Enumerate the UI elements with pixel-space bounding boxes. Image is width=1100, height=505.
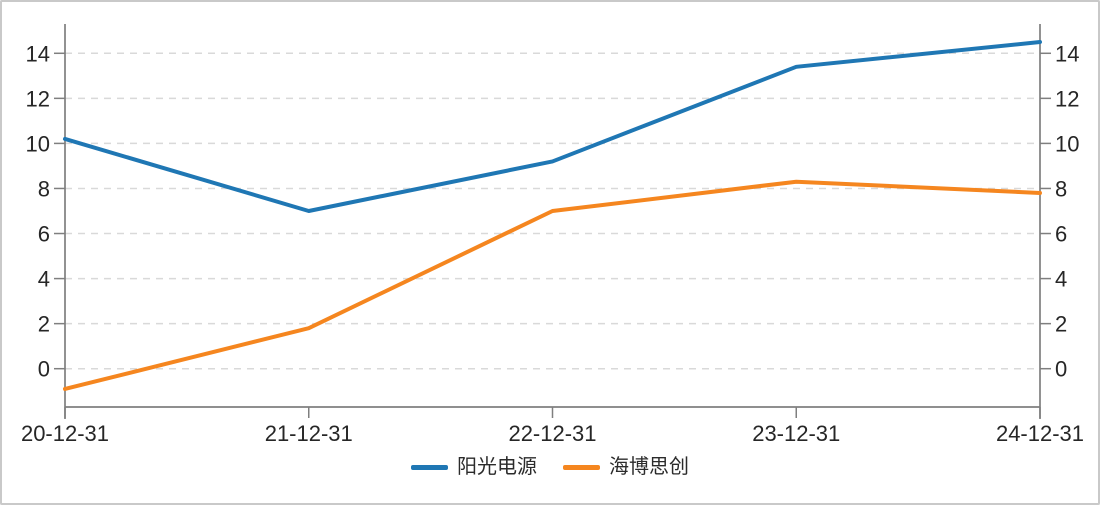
y-axis-tick-label-right: 4 [1055,267,1067,292]
x-axis-tick-label: 23-12-31 [752,421,840,446]
y-axis-tick-label-right: 8 [1055,176,1067,201]
y-axis-tick-label-right: 0 [1055,357,1067,382]
x-axis-tick-label: 24-12-31 [996,421,1084,446]
y-axis-tick-label-left: 0 [38,357,50,382]
legend-label: 海博思创 [609,456,689,478]
y-axis-tick-label-left: 10 [26,131,50,156]
legend-line-swatch-orange [563,464,600,470]
y-axis-tick-label-right: 6 [1055,222,1067,247]
x-axis-tick-label: 21-12-31 [265,421,353,446]
y-axis-tick-label-right: 12 [1055,86,1079,111]
y-axis-tick-label-left: 4 [38,267,50,292]
line-chart-canvas: 0 0 2 2 4 4 6 6 8 8 10 10 12 12 14 14 20-12-31 21-12-31 22… [21,24,1084,446]
legend-item-yangguangdianyuan[interactable]: 阳光电源 [411,457,537,477]
series-line-0 [63,40,1042,213]
y-axis-tick-label-right: 10 [1055,131,1079,156]
legend-item-haibosichuang[interactable]: 海博思创 [563,457,689,477]
y-axis-tick-label-left: 2 [38,312,50,337]
legend-label: 阳光电源 [457,456,537,478]
y-axis-tick-label-right: 14 [1055,41,1079,66]
y-axis-tick-label-left: 14 [26,41,50,66]
y-axis-tick-label-left: 6 [38,222,50,247]
x-axis-tick-label: 20-12-31 [21,421,109,446]
legend: 阳光电源 海博思创 [2,457,1098,477]
y-axis-tick-label-left: 12 [26,86,50,111]
y-axis-tick-label-left: 8 [38,176,50,201]
x-axis-tick-label: 22-12-31 [508,421,596,446]
series-line-1 [63,179,1042,391]
y-axis-tick-label-right: 2 [1055,312,1067,337]
legend-line-swatch-blue [411,464,448,470]
